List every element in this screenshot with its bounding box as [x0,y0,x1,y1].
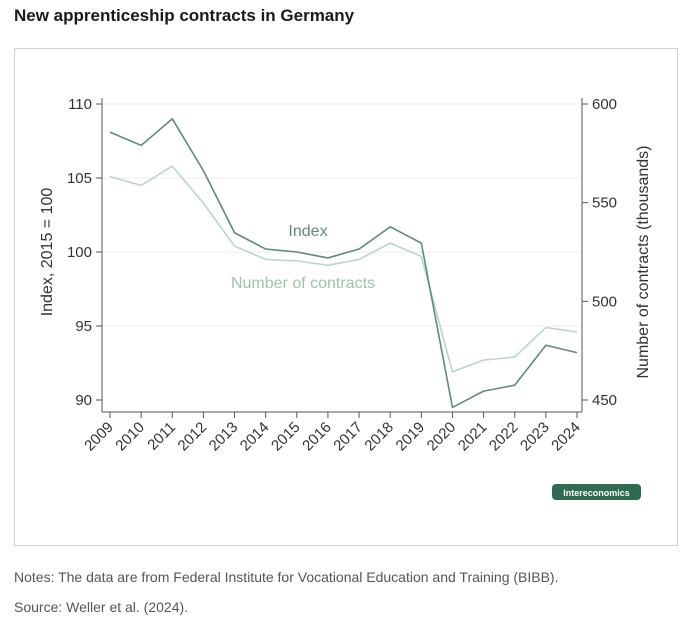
x-tick-label: 2017 [330,419,366,455]
series-label-contracts: Number of contracts [231,275,375,292]
y-left-tick-label: 105 [67,170,92,187]
x-tick-label: 2023 [517,419,553,455]
x-tick-label: 2018 [361,419,397,455]
x-tick-label: 2013 [206,419,242,455]
intereconomics-badge: Intereconomics [552,484,641,500]
x-tick-label: 2009 [81,419,117,455]
grid-lines [102,103,582,327]
y-axis-left-label: Index, 2015 = 100 [39,188,56,317]
y-right-tick-label: 500 [592,293,617,310]
x-tick-label: 2014 [237,419,273,455]
x-tick-label: 2024 [548,419,584,455]
index-line [109,118,578,409]
chart-frame [14,48,678,546]
x-tick-label: 2022 [486,419,522,455]
y-left-tick-label: 110 [68,96,92,113]
notes-text: Notes: The data are from Federal Institu… [14,569,559,585]
axes [96,98,588,418]
x-tick-label: 2019 [393,419,429,455]
source-text: Source: Weller et al. (2024). [14,599,189,615]
x-tick-label: 2010 [112,419,148,455]
series-lines [109,118,578,409]
series-label-index: Index [288,223,327,240]
y-axis-right-label: Number of contracts (thousands) [635,146,652,379]
chart-title: New apprenticeship contracts in Germany [14,6,355,25]
y-left-tick-label: 95 [75,318,92,335]
y-right-tick-label: 550 [592,195,617,212]
x-tick-label: 2012 [175,419,211,455]
x-tick-label: 2015 [268,419,304,455]
x-tick-label: 2016 [299,419,335,455]
y-right-tick-label: 600 [592,96,617,113]
contracts-line [109,165,578,373]
x-tick-label: 2021 [455,419,491,455]
y-right-tick-label: 450 [592,392,617,409]
x-tick-label: 2011 [144,419,179,454]
badge-label: Intereconomics [563,488,630,498]
y-left-tick-label: 100 [67,244,92,261]
y-left-tick-label: 90 [75,392,92,409]
x-tick-label: 2020 [424,419,460,455]
